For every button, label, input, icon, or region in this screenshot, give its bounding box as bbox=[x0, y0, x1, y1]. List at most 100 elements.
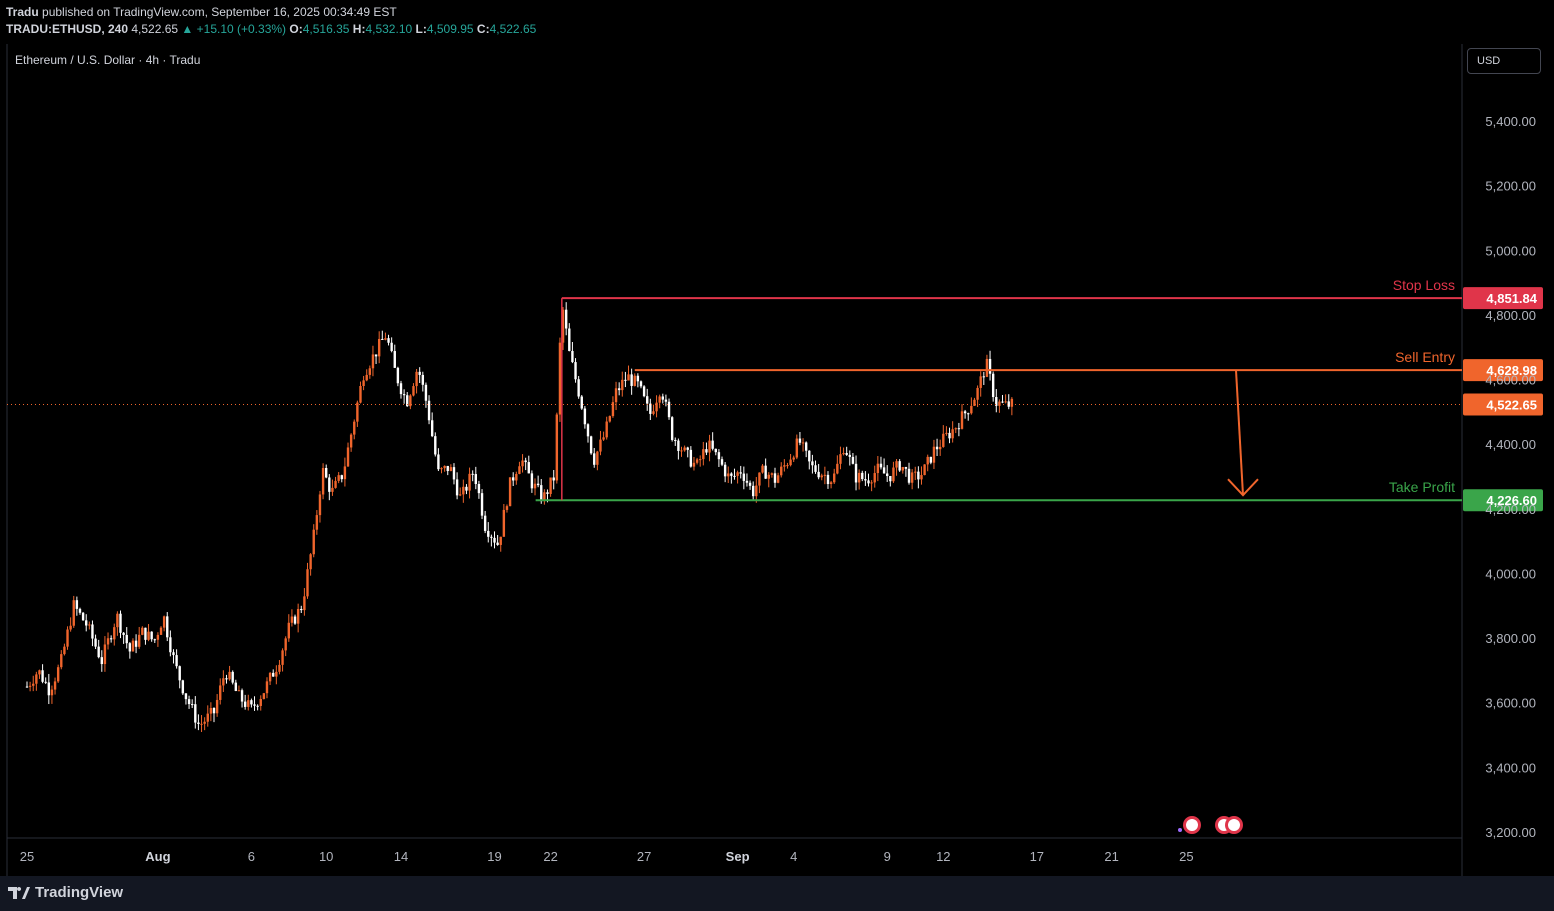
candle-body bbox=[231, 671, 234, 683]
candle-body bbox=[190, 704, 194, 706]
candle-body bbox=[162, 616, 166, 628]
candle-body bbox=[368, 368, 372, 375]
candle-body bbox=[991, 373, 995, 398]
candle-body bbox=[564, 309, 568, 329]
open-label: O: bbox=[289, 22, 303, 36]
candle-body bbox=[496, 542, 499, 545]
candle-body bbox=[247, 700, 250, 707]
candle-body bbox=[315, 515, 319, 530]
candle-body bbox=[973, 399, 976, 406]
candle-body bbox=[873, 473, 876, 483]
candle-body bbox=[907, 468, 911, 483]
candle-body bbox=[783, 465, 786, 467]
candle-body bbox=[742, 473, 746, 481]
candle-body bbox=[723, 464, 727, 477]
candle-body bbox=[543, 492, 546, 502]
candle-body bbox=[702, 449, 705, 460]
candle-body bbox=[527, 462, 530, 474]
candle-body bbox=[272, 672, 275, 677]
candle-body bbox=[621, 379, 624, 391]
published-line: Tradu published on TradingView.com, Sept… bbox=[6, 5, 397, 19]
candle-body bbox=[328, 477, 331, 492]
candle-body bbox=[281, 650, 284, 665]
candle-body bbox=[53, 681, 57, 690]
candle-body bbox=[826, 474, 830, 485]
last-price: 4,522.65 bbox=[131, 22, 179, 36]
tradingview-logo[interactable]: TradingView bbox=[8, 884, 123, 901]
candle-body bbox=[920, 475, 923, 480]
candle-body bbox=[38, 670, 41, 675]
candle-body bbox=[296, 608, 300, 624]
candle-body bbox=[602, 437, 605, 440]
candle-body bbox=[854, 463, 858, 483]
candle-body bbox=[717, 452, 721, 460]
level-label: Stop Loss bbox=[1393, 277, 1455, 293]
candle-body bbox=[131, 640, 135, 652]
candle-body bbox=[515, 473, 518, 481]
current-price-tag bbox=[1463, 393, 1543, 416]
price-chart[interactable]: Stop Loss 4,851.84 Sell Entry 4,628.98 Take … bbox=[0, 0, 1554, 876]
candle-body bbox=[459, 494, 462, 496]
candle-body bbox=[97, 646, 100, 658]
price-axis[interactable]: 3,200.00 3,400.00 3,600.00 3,800.00 4,000.00… bbox=[1485, 114, 1536, 840]
current-price-label: 4,522.65 bbox=[1486, 398, 1537, 413]
candle-body bbox=[823, 474, 827, 476]
candle-body bbox=[804, 442, 808, 451]
time-axis[interactable]: 25 Aug 6 10 14 19 22 27 Sep 4 9 12 17 21 25 bbox=[20, 849, 1194, 864]
chart-legend[interactable]: Ethereum / U.S. Dollar · 4h · Tradu bbox=[15, 53, 201, 67]
candle-body bbox=[94, 638, 97, 647]
candle-body bbox=[963, 411, 967, 414]
candle-body bbox=[85, 620, 88, 626]
candle-body bbox=[234, 682, 238, 691]
candle-body bbox=[222, 678, 225, 686]
candle-body bbox=[748, 482, 752, 486]
candle-body bbox=[184, 693, 188, 700]
candle-body bbox=[100, 657, 103, 665]
us-flag-event-inner bbox=[1186, 819, 1198, 831]
time-tick-label: 21 bbox=[1104, 849, 1118, 864]
candle-body bbox=[415, 371, 418, 387]
candle-body bbox=[343, 466, 347, 480]
candle-body bbox=[568, 328, 571, 351]
price-change: ▲ +15.10 (+0.33%) bbox=[181, 22, 287, 36]
candle-body bbox=[449, 467, 453, 472]
candle-body bbox=[78, 608, 82, 613]
candle-body bbox=[141, 627, 144, 635]
economic-events bbox=[1178, 816, 1243, 834]
candle-body bbox=[677, 440, 680, 451]
candle-body bbox=[770, 473, 774, 475]
candle-body bbox=[714, 448, 717, 453]
level-price-tag bbox=[1463, 287, 1543, 310]
level-price-label: 4,628.98 bbox=[1486, 363, 1537, 378]
currency-button[interactable]: USD bbox=[1467, 48, 1541, 74]
candle-body bbox=[540, 485, 543, 502]
time-tick-label: 25 bbox=[1179, 849, 1193, 864]
candle-body bbox=[505, 506, 509, 510]
candle-body bbox=[695, 459, 699, 463]
candle-body bbox=[340, 475, 343, 480]
candle-body bbox=[617, 388, 621, 391]
candle-body bbox=[705, 449, 708, 453]
candle-body bbox=[646, 396, 649, 404]
candle-body bbox=[63, 646, 66, 655]
candle-body bbox=[512, 477, 515, 481]
event-sparkle-icon bbox=[1178, 828, 1182, 832]
candle-body bbox=[321, 468, 325, 495]
candle-body bbox=[259, 698, 262, 706]
candle-body bbox=[275, 671, 278, 677]
candle-body bbox=[200, 723, 203, 725]
candle-body bbox=[580, 396, 583, 409]
price-tick-label: 5,400.00 bbox=[1485, 114, 1536, 129]
publisher-name[interactable]: Tradu bbox=[6, 5, 39, 19]
candle-body bbox=[178, 666, 181, 681]
candle-body bbox=[689, 449, 693, 467]
candle-body bbox=[755, 485, 758, 497]
candle-body bbox=[605, 421, 608, 438]
candle-body bbox=[970, 405, 973, 414]
candle-body bbox=[910, 472, 914, 483]
candle-body bbox=[477, 483, 481, 494]
candle-body bbox=[325, 468, 328, 478]
candle-body bbox=[948, 432, 951, 439]
candle-body bbox=[998, 401, 1001, 406]
candle-body bbox=[430, 420, 434, 437]
